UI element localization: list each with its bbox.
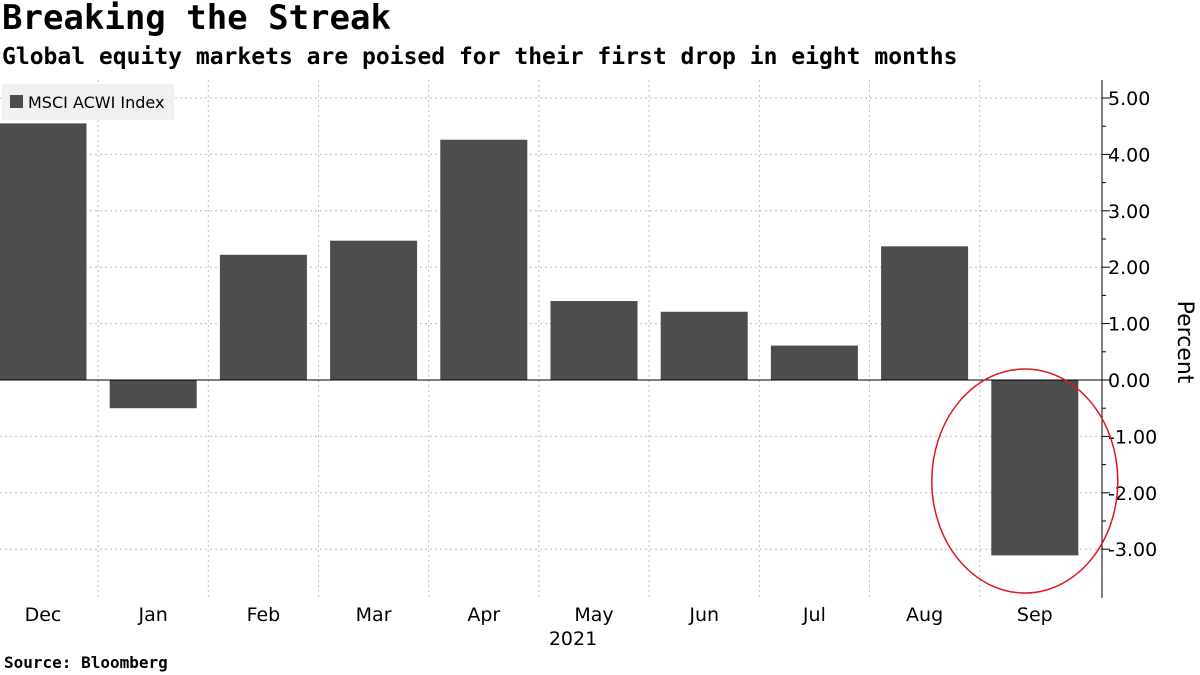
y-tick-label: 1.00 xyxy=(1108,314,1150,336)
chart-title: Breaking the Streak xyxy=(2,0,391,38)
x-tick-label-jan: Jan xyxy=(138,604,168,626)
y-tick-label: 5.00 xyxy=(1108,88,1150,110)
y-tick-label: 3.00 xyxy=(1108,201,1150,223)
bar-feb xyxy=(219,254,307,380)
x-tick-label-jul: Jul xyxy=(802,604,826,626)
bar-dec xyxy=(0,123,87,380)
highlight-ellipse xyxy=(931,368,1119,594)
x-tick-label-jun: Jun xyxy=(688,604,719,626)
legend-background xyxy=(2,84,174,120)
y-tick-label: -3.00 xyxy=(1108,539,1157,561)
x-axis-year-label: 2021 xyxy=(549,628,597,650)
y-tick-label: 2.00 xyxy=(1108,257,1150,279)
y-tick-label: -1.00 xyxy=(1108,426,1157,448)
bar-apr xyxy=(440,139,528,380)
chart-subtitle: Global equity markets are poised for the… xyxy=(2,44,958,70)
bar-jul xyxy=(770,345,858,380)
bar-aug xyxy=(881,246,969,380)
legend-swatch xyxy=(10,95,23,108)
grid-lines xyxy=(0,80,1102,598)
annotations xyxy=(931,368,1119,594)
y-tick-label: 0.00 xyxy=(1108,370,1150,392)
x-tick-label-dec: Dec xyxy=(25,604,62,626)
y-tick-label: -2.00 xyxy=(1108,483,1157,505)
y-axis-title: Percent xyxy=(1172,301,1197,384)
x-axis-labels: Dec Jan Feb Mar Apr May Jun Jul Aug Sep xyxy=(25,604,1053,626)
legend: MSCI ACWI Index xyxy=(2,84,174,120)
x-tick-label-feb: Feb xyxy=(247,604,281,626)
legend-label: MSCI ACWI Index xyxy=(28,93,164,112)
bars xyxy=(0,123,1102,556)
x-tick-label-sep: Sep xyxy=(1017,604,1053,626)
source-note: Source: Bloomberg xyxy=(4,653,168,672)
bar-jan xyxy=(109,380,197,409)
bar-sep xyxy=(991,380,1079,556)
bar-mar xyxy=(330,240,418,380)
x-tick-label-aug: Aug xyxy=(906,604,943,626)
x-tick-label-apr: Apr xyxy=(467,604,500,626)
y-axis: 5.00 4.00 3.00 2.00 1.00 0.00 -1.00 -2.00 -3.00 xyxy=(1101,80,1157,598)
y-tick-label: 4.00 xyxy=(1108,144,1150,166)
bar-jun xyxy=(660,311,748,380)
x-tick-label-may: May xyxy=(574,604,613,626)
bar-may xyxy=(550,301,638,380)
x-tick-label-mar: Mar xyxy=(356,604,392,626)
